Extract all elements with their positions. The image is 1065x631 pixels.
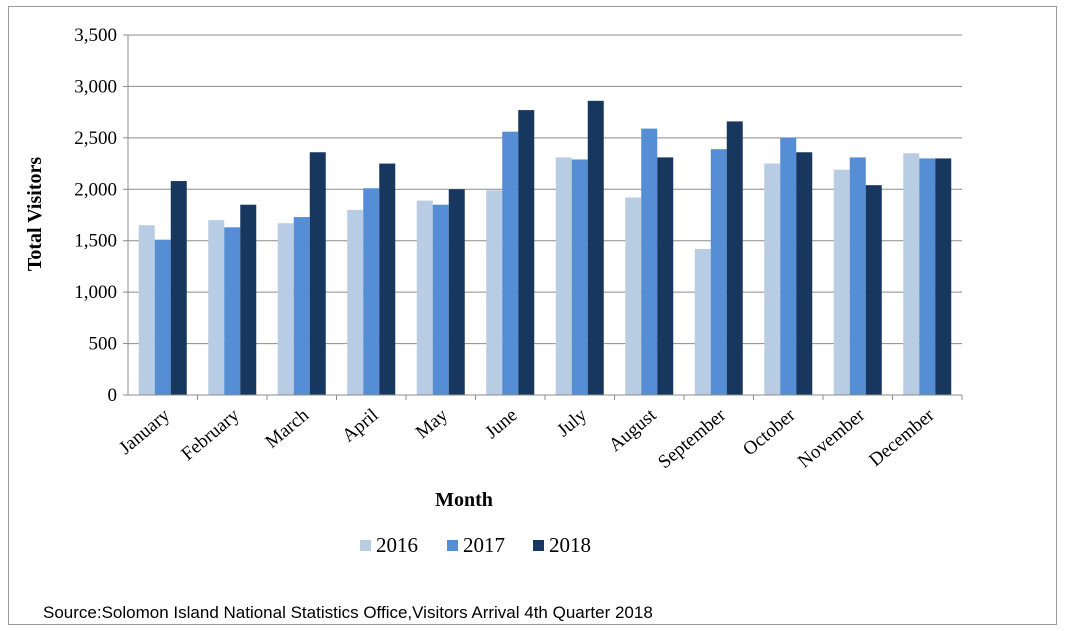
bar-2018-january xyxy=(170,181,187,395)
x-tick-label: August xyxy=(605,404,661,456)
y-tick-label: 3,000 xyxy=(74,76,117,97)
chart: 0 500 1,000 1,500 2,000 2,500 3,000 3,500 Janua… xyxy=(24,25,963,557)
x-tick-label: February xyxy=(177,404,243,464)
bar-2017-september xyxy=(710,149,727,395)
x-tick-label: June xyxy=(481,405,521,443)
bar-2018-december xyxy=(935,158,952,395)
x-tick-label: October xyxy=(739,404,800,460)
bar-2016-march xyxy=(277,223,294,395)
bar-2018-june xyxy=(518,110,535,395)
bar-2018-february xyxy=(240,204,257,395)
bar-2016-april xyxy=(347,209,364,395)
x-tick-label: January xyxy=(115,404,174,458)
y-tick-label: 1,000 xyxy=(74,282,117,303)
y-axis-title: Total Visitors xyxy=(24,157,46,271)
x-tick-label: December xyxy=(865,404,939,471)
legend-swatch-2017 xyxy=(447,540,458,551)
x-tick-label: November xyxy=(794,404,869,472)
bar-2018-may xyxy=(448,189,465,395)
bar-2016-september xyxy=(694,248,711,395)
legend-label-2016: 2016 xyxy=(376,533,418,557)
bar-2016-july xyxy=(555,157,572,395)
y-tick-label: 2,500 xyxy=(74,128,117,149)
bar-2018-october xyxy=(796,152,813,395)
bar-2017-october xyxy=(780,137,797,395)
x-tick-labels: January February March April May June July Augu… xyxy=(115,404,939,473)
bar-2018-november xyxy=(865,185,882,395)
y-tick-label: 0 xyxy=(108,385,118,406)
bar-2017-march xyxy=(293,217,310,395)
bar-2017-december xyxy=(919,158,936,395)
bar-2017-august xyxy=(641,128,658,395)
bar-2016-november xyxy=(833,169,850,395)
bar-2018-march xyxy=(309,152,326,395)
gridlines xyxy=(123,34,962,396)
bar-2016-december xyxy=(903,153,920,395)
y-tick-label: 500 xyxy=(89,334,118,355)
x-tick-label: March xyxy=(261,404,313,452)
legend-label-2018: 2018 xyxy=(549,533,591,557)
axes xyxy=(127,35,963,400)
y-tick-label: 3,500 xyxy=(74,25,117,46)
bar-2018-july xyxy=(587,100,604,395)
bar-2017-may xyxy=(432,204,449,395)
legend-swatch-2018 xyxy=(533,540,544,551)
x-tick-label: April xyxy=(338,405,382,447)
bar-2016-october xyxy=(764,163,781,395)
x-axis-title: Month xyxy=(435,489,493,511)
source-note: Source:Solomon Island National Statistic… xyxy=(43,603,653,622)
bar-2017-november xyxy=(849,157,866,395)
bar-2016-august xyxy=(625,197,642,395)
bar-2016-june xyxy=(486,190,503,395)
x-tick-label: May xyxy=(412,404,453,443)
bar-2018-april xyxy=(379,163,396,395)
legend-label-2017: 2017 xyxy=(463,533,505,557)
bar-2018-september xyxy=(726,121,743,396)
bar-2018-august xyxy=(657,157,674,395)
legend-swatch-2016 xyxy=(360,540,371,551)
legend: 2016 2017 2018 xyxy=(360,533,591,557)
y-tick-labels: 0 500 1,000 1,500 2,000 2,500 3,000 3,500 xyxy=(74,25,117,406)
bar-2017-july xyxy=(571,159,588,395)
bar-2017-february xyxy=(224,227,241,395)
x-tick-label: July xyxy=(553,404,591,441)
bar-2017-april xyxy=(363,188,380,395)
bar-2016-may xyxy=(416,200,433,395)
bar-2017-june xyxy=(502,131,519,395)
bar-2016-january xyxy=(138,225,155,395)
chart-frame: 0 500 1,000 1,500 2,000 2,500 3,000 3,500 Janua… xyxy=(8,6,1057,625)
x-tick-label: September xyxy=(654,404,730,473)
bar-2017-january xyxy=(154,239,171,395)
y-tick-label: 1,500 xyxy=(74,231,117,252)
y-tick-label: 2,000 xyxy=(74,179,117,200)
bar-2016-february xyxy=(208,220,225,395)
bars xyxy=(138,100,952,396)
